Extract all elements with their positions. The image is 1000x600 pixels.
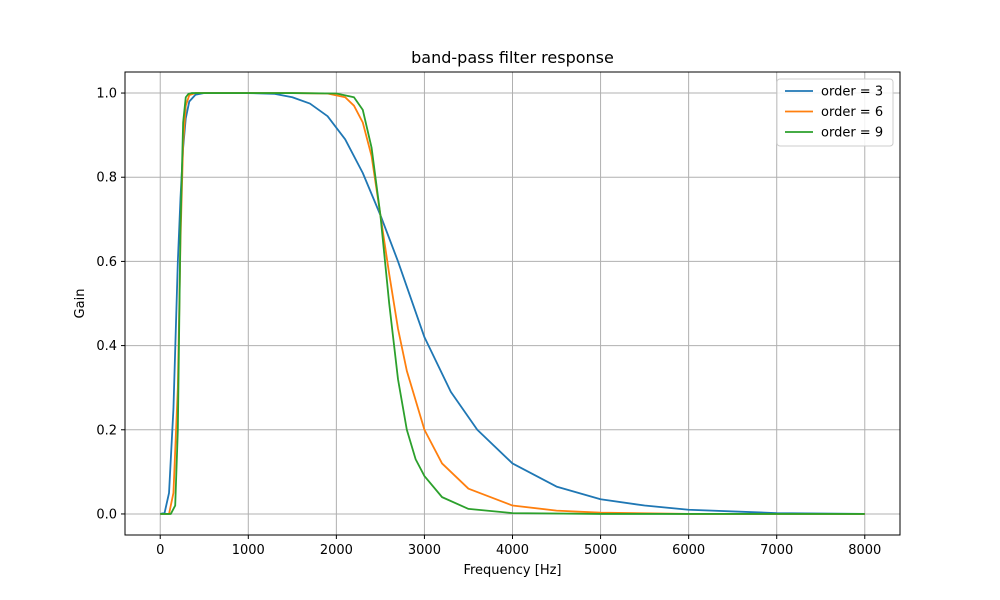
plot-series <box>159 92 865 515</box>
x-tick-label: 3000 <box>408 543 441 558</box>
x-tick-label: 4000 <box>496 543 529 558</box>
x-tick-label: 1000 <box>232 543 265 558</box>
chart-title: band-pass filter response <box>411 48 614 67</box>
x-axis-label: Frequency [Hz] <box>463 563 561 578</box>
legend-label: order = 6 <box>821 105 883 120</box>
x-tick-label: 7000 <box>760 543 793 558</box>
y-tick-label: 0.8 <box>96 171 117 186</box>
y-tick-label: 0.0 <box>96 507 117 522</box>
x-tick-label: 8000 <box>848 543 881 558</box>
x-tick-label: 5000 <box>584 543 617 558</box>
x-tick-label: 6000 <box>672 543 705 558</box>
legend-label: order = 9 <box>821 126 883 141</box>
legend-box <box>776 78 894 147</box>
legend-label: order = 3 <box>821 85 883 100</box>
y-axis-label: Gain <box>73 289 88 319</box>
x-tick-label: 0 <box>156 543 164 558</box>
y-tick-label: 1.0 <box>96 87 117 102</box>
legend: order = 3 order = 6 order = 9 <box>776 78 894 147</box>
y-tick-label: 0.4 <box>96 339 117 354</box>
axis-ticks: 0 1000 2000 3000 4000 5000 6000 7000 8000 0.0 0.2 0… <box>96 87 881 558</box>
y-tick-label: 0.6 <box>96 255 117 270</box>
x-tick-label: 2000 <box>320 543 353 558</box>
y-tick-label: 0.2 <box>96 423 117 438</box>
series-line-order-9 <box>160 92 865 515</box>
